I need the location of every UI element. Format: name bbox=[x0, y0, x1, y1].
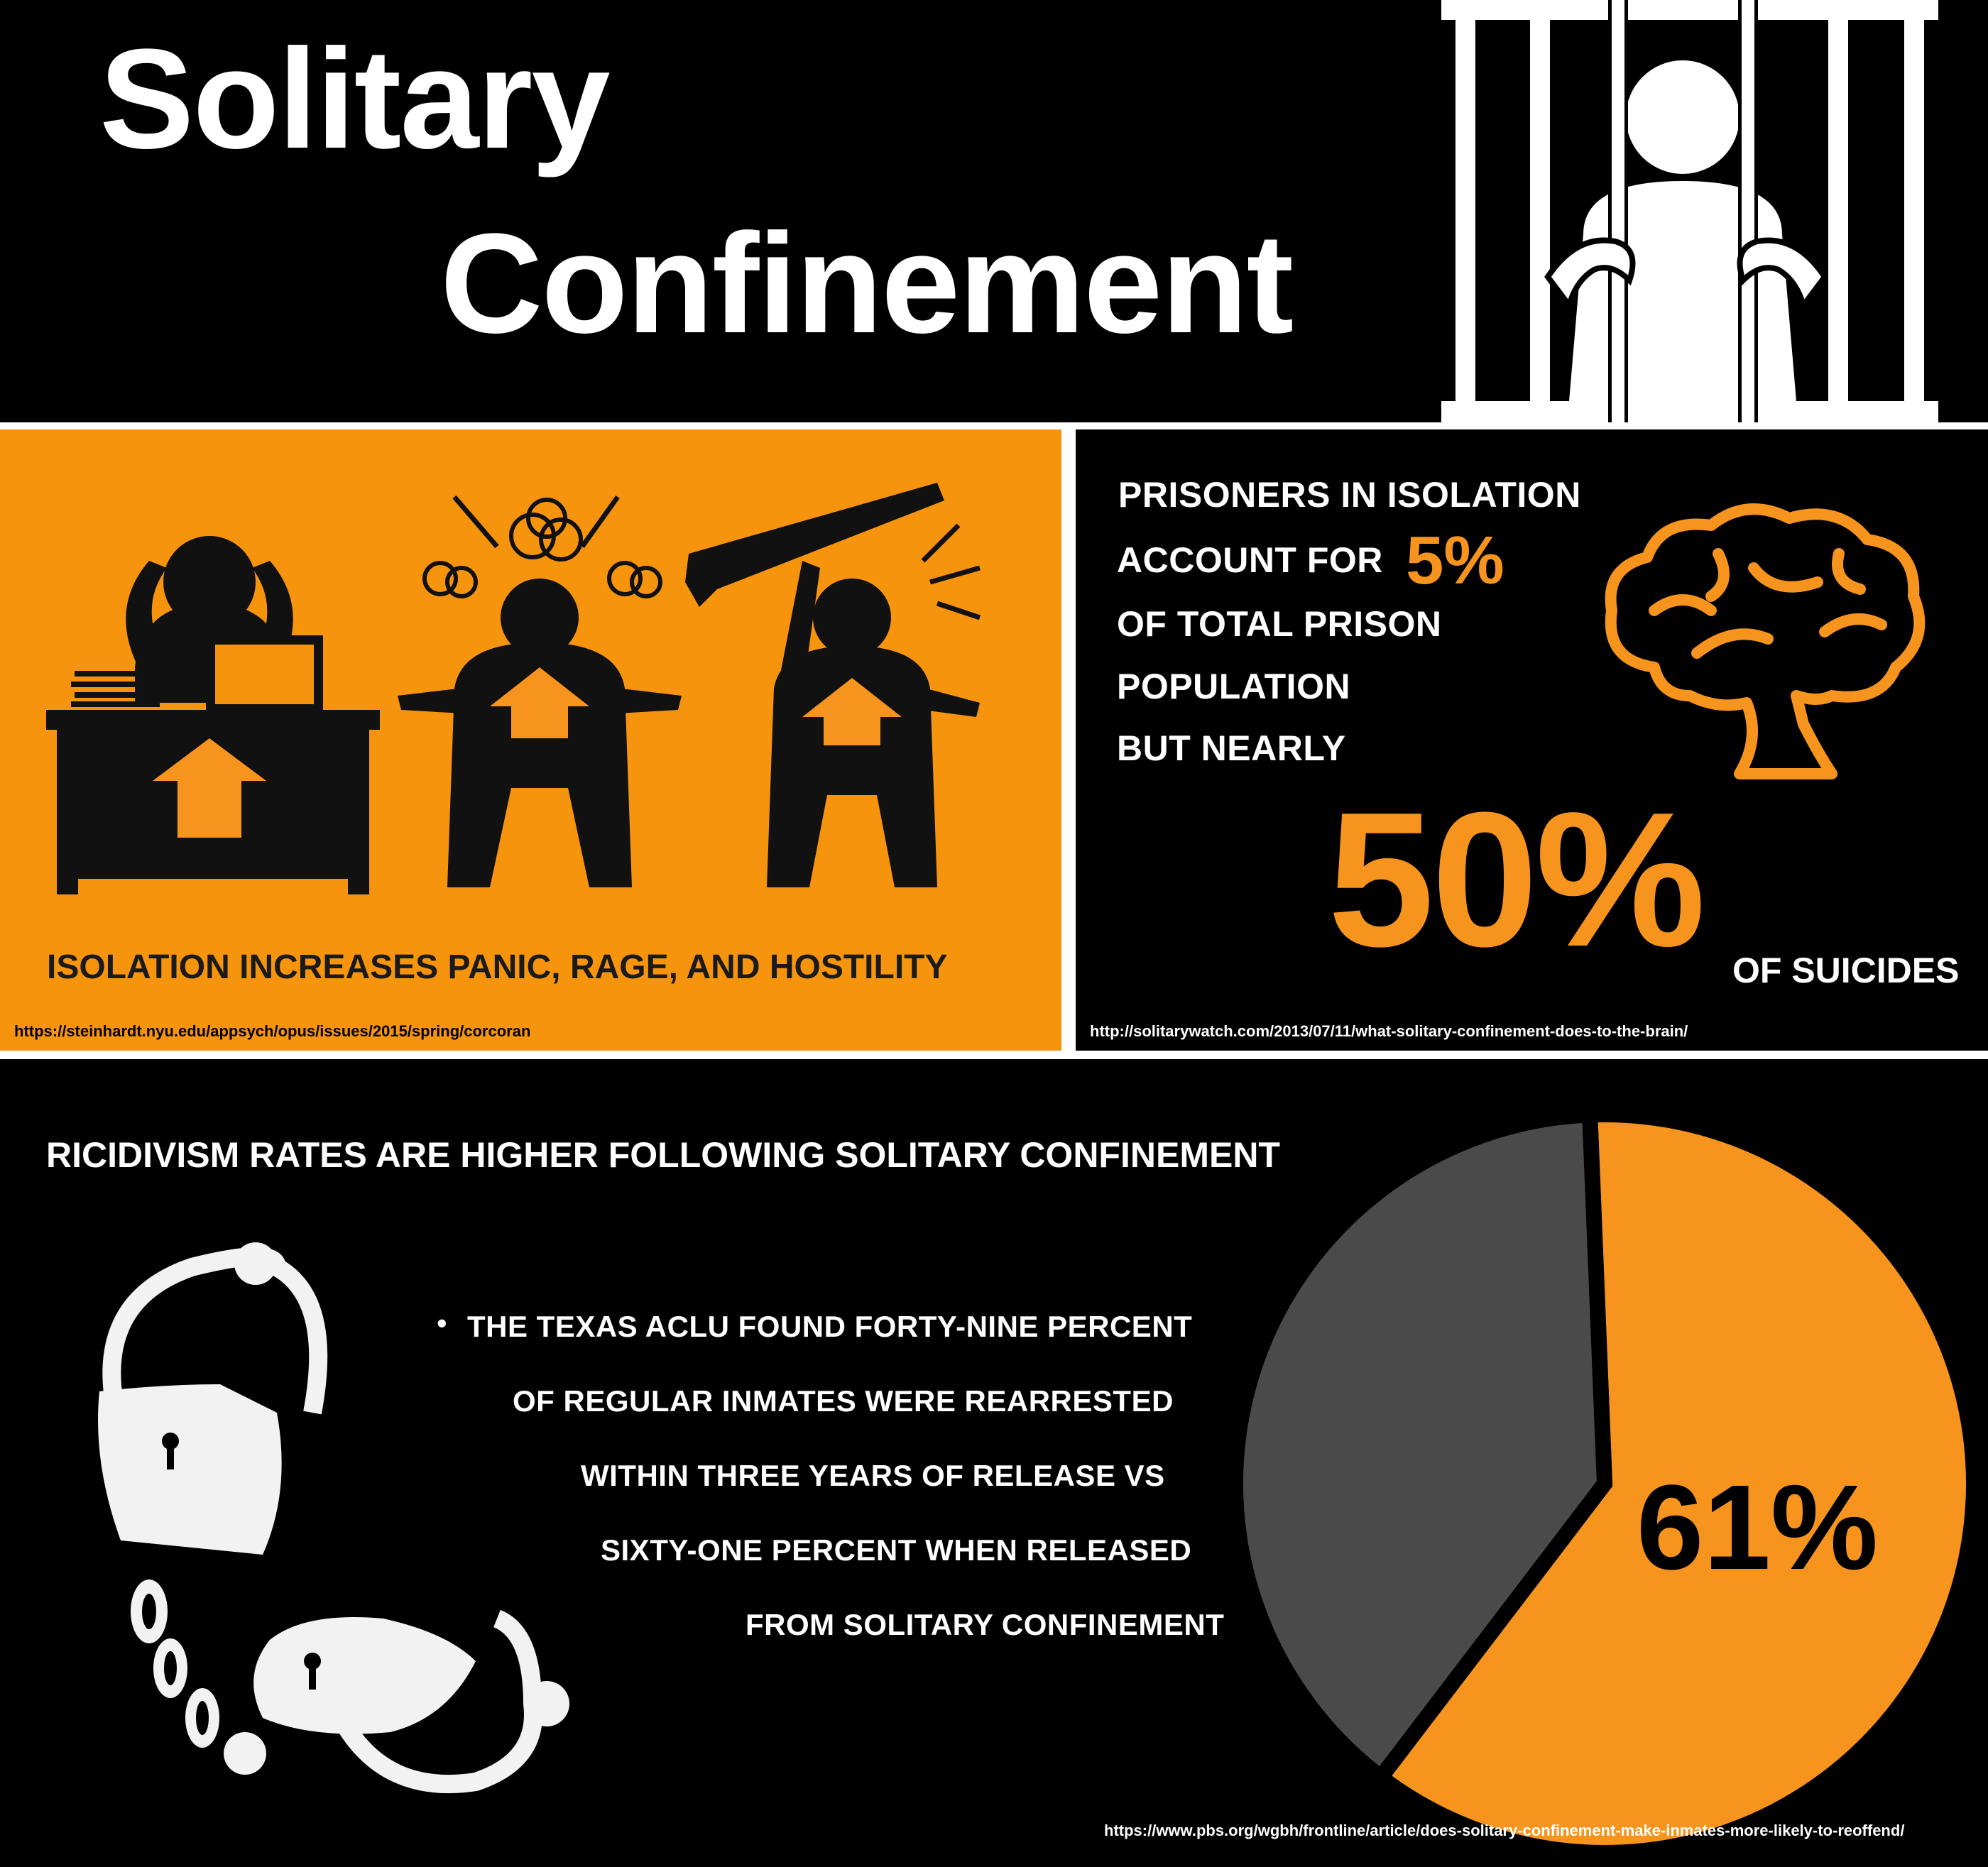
bullet-line-5: FROM SOLITARY CONFINEMENT bbox=[746, 1608, 1225, 1641]
stat-line-3: OF TOTAL PRISON bbox=[1117, 604, 1442, 644]
stressed-angry-hostile-figures-icon bbox=[46, 483, 981, 894]
recidivism-pie-chart: 61% bbox=[1228, 1106, 1982, 1861]
pie-slice-0 bbox=[1370, 1107, 1982, 1861]
divider-top bbox=[0, 422, 1988, 431]
stat-line-1: PRISONERS IN ISOLATION bbox=[1118, 475, 1581, 515]
source-link-nyu[interactable]: https://steinhardt.nyu.edu/appsych/opus/… bbox=[14, 1022, 531, 1040]
isolation-caption: ISOLATION INCREASES PANIC, RAGE, AND HOS… bbox=[47, 948, 948, 986]
suicide-stat-panel bbox=[1076, 429, 1988, 1051]
bullet-line-2: OF REGULAR INMATES WERE REARRESTED bbox=[513, 1384, 1174, 1418]
stat-line-5: BUT NEARLY bbox=[1117, 728, 1346, 768]
prisoner-behind-bars-icon bbox=[1441, 0, 1938, 426]
of-suicides-label: OF SUICIDES bbox=[1732, 951, 1960, 990]
divider-vertical bbox=[1061, 429, 1076, 1051]
bullet-marker: • bbox=[437, 1306, 447, 1340]
source-link-solitarywatch[interactable]: http://solitarywatch.com/2013/07/11/what… bbox=[1090, 1022, 1688, 1040]
title-line-2: Confinement bbox=[440, 204, 1294, 363]
title-line-1: Solitary bbox=[99, 20, 611, 178]
pie-slice-1 bbox=[1228, 1106, 1613, 1789]
recidivism-heading: RICIDIVISM RATES ARE HIGHER FOLLOWING SO… bbox=[46, 1135, 1280, 1175]
bullet-line-4: SIXTY-ONE PERCENT WHEN RELEASED bbox=[601, 1533, 1192, 1567]
divider-middle bbox=[0, 1051, 1988, 1059]
stat-line-4: POPULATION bbox=[1117, 667, 1351, 706]
pie-label-61: 61% bbox=[1637, 1460, 1878, 1595]
stat-line-2: ACCOUNT FOR bbox=[1117, 540, 1383, 580]
fifty-percent-highlight: 50% bbox=[1328, 773, 1705, 987]
bullet-line-3: WITHIN THREE YEARS OF RELEASE VS bbox=[581, 1459, 1165, 1492]
source-link-pbs[interactable]: https://www.pbs.org/wgbh/frontline/artic… bbox=[1104, 1822, 1905, 1839]
bullet-line-1: THE TEXAS ACLU FOUND FORTY-NINE PERCENT bbox=[467, 1310, 1193, 1343]
five-percent-highlight: 5% bbox=[1406, 522, 1504, 598]
brain-icon bbox=[1605, 503, 1926, 779]
handcuffs-icon bbox=[98, 1242, 569, 1793]
